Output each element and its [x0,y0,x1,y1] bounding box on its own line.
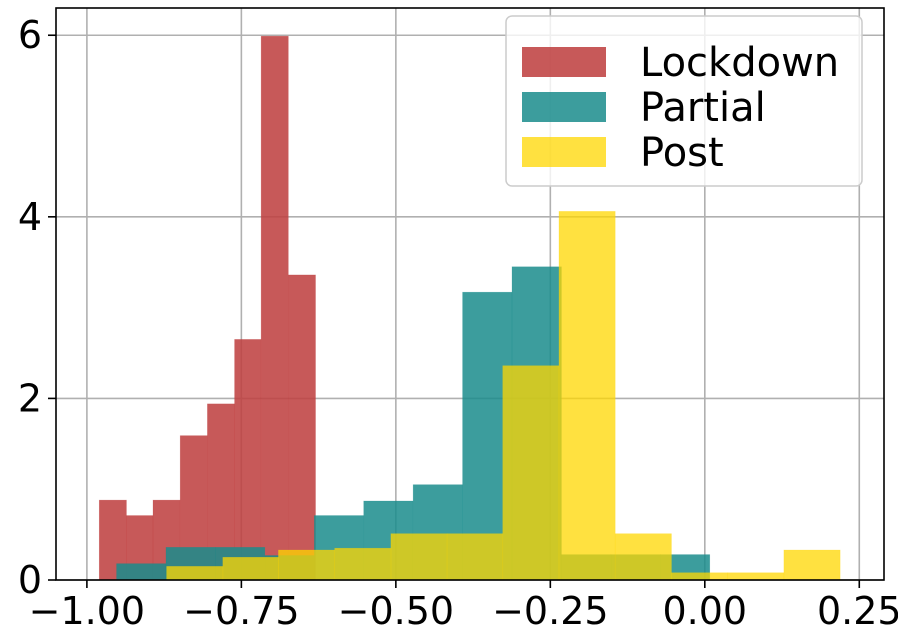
series-post [166,211,841,581]
bar-post-11 [783,549,841,581]
bar-partial-0 [116,563,167,581]
bar-post-0 [166,566,224,581]
bar-post-6 [502,365,560,581]
x-tick-label: 0.25 [817,589,898,630]
x-tick-label: −0.25 [492,589,608,630]
y-tick-label: 4 [18,195,42,239]
y-tick-label: 2 [18,376,42,420]
legend-label-partial: Partial [640,85,766,131]
bar-post-10 [727,572,785,581]
x-tick-label: −1.00 [29,589,145,630]
legend-swatch-partial [522,92,606,122]
legend-label-lockdown: Lockdown [640,40,839,86]
legend-swatch-lockdown [522,47,606,77]
bar-post-1 [222,557,279,581]
bar-lockdown-5 [234,339,262,581]
bar-post-9 [671,572,728,581]
bar-lockdown-6 [260,35,289,581]
series-lockdown [98,35,316,581]
y-axis-ticks: 0 2 4 6 [18,13,56,602]
bar-post-7 [558,211,616,581]
x-tick-label: −0.50 [338,589,454,630]
bar-lockdown-7 [288,274,316,581]
bar-post-3 [334,547,392,581]
bar-post-2 [278,549,335,581]
x-tick-label: 0.00 [663,589,748,630]
histogram-bars [98,35,841,581]
bar-post-8 [614,533,672,581]
bar-post-4 [390,533,448,581]
y-tick-label: 0 [18,558,42,602]
y-tick-label: 6 [18,13,42,57]
x-axis-ticks: −1.00 −0.75 −0.50 −0.25 0.00 0.25 [29,580,898,630]
x-tick-label: −0.75 [183,589,299,630]
legend-swatch-post [522,137,606,167]
legend-label-post: Post [640,130,724,176]
plot-frame [55,7,885,581]
bar-post-5 [446,533,504,581]
